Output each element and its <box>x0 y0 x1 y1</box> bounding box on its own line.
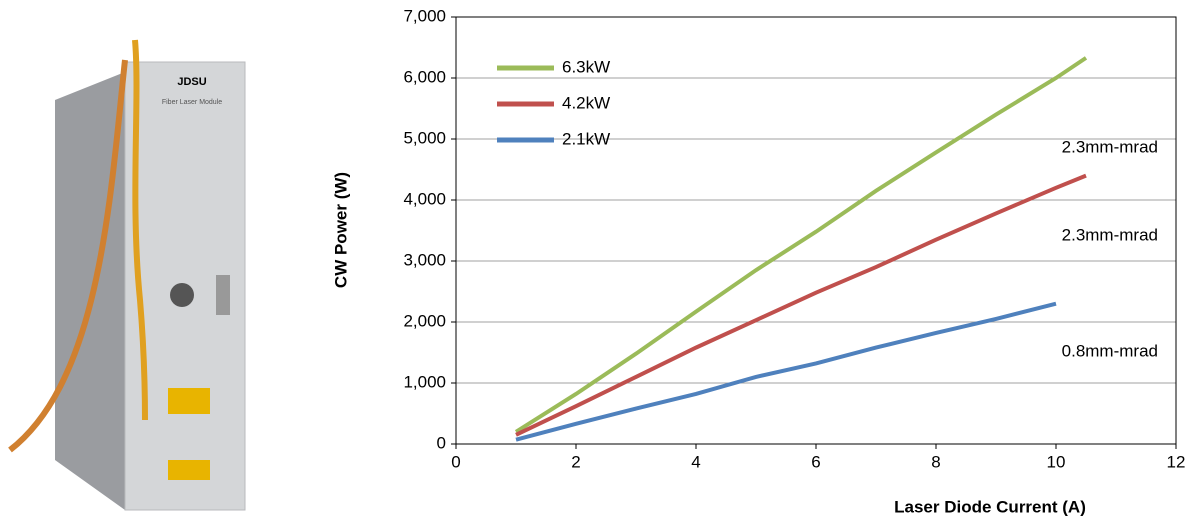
x-tick-label: 4 <box>691 452 700 471</box>
y-axis-title: CW Power (W) <box>331 172 350 288</box>
annotation: 2.3mm-mrad <box>1062 225 1158 244</box>
legend-label: 4.2kW <box>562 93 610 112</box>
page: JDSU Fiber Laser Module Laser Diode Curr… <box>0 0 1195 525</box>
knob <box>170 283 194 307</box>
y-tick-label: 4,000 <box>403 189 446 208</box>
y-tick-label: 5,000 <box>403 128 446 147</box>
x-tick-label: 8 <box>931 452 940 471</box>
warning-label <box>168 460 210 480</box>
brand: JDSU <box>177 76 206 88</box>
photo-caption: Fiber Laser Module <box>162 99 222 106</box>
legend-label: 6.3kW <box>562 57 610 76</box>
legend-label: 2.1kW <box>562 129 610 148</box>
series-line <box>516 58 1086 432</box>
annotation: 2.3mm-mrad <box>1062 137 1158 156</box>
x-tick-label: 2 <box>571 452 580 471</box>
y-tick-label: 0 <box>437 433 446 452</box>
annotation: 0.8mm-mrad <box>1062 341 1158 360</box>
series-line <box>516 176 1086 435</box>
x-tick-label: 12 <box>1167 452 1186 471</box>
warning-label <box>168 388 210 414</box>
product-photo: JDSU Fiber Laser Module <box>10 40 245 510</box>
y-tick-label: 7,000 <box>403 6 446 25</box>
x-axis-title: Laser Diode Current (A) <box>894 497 1086 516</box>
x-tick-label: 10 <box>1047 452 1066 471</box>
y-tick-label: 2,000 <box>403 311 446 330</box>
y-tick-label: 3,000 <box>403 250 446 269</box>
switch <box>216 275 230 315</box>
x-tick-label: 0 <box>451 452 460 471</box>
series-line <box>516 304 1056 440</box>
x-tick-label: 6 <box>811 452 820 471</box>
y-tick-label: 1,000 <box>403 372 446 391</box>
y-tick-label: 6,000 <box>403 67 446 86</box>
